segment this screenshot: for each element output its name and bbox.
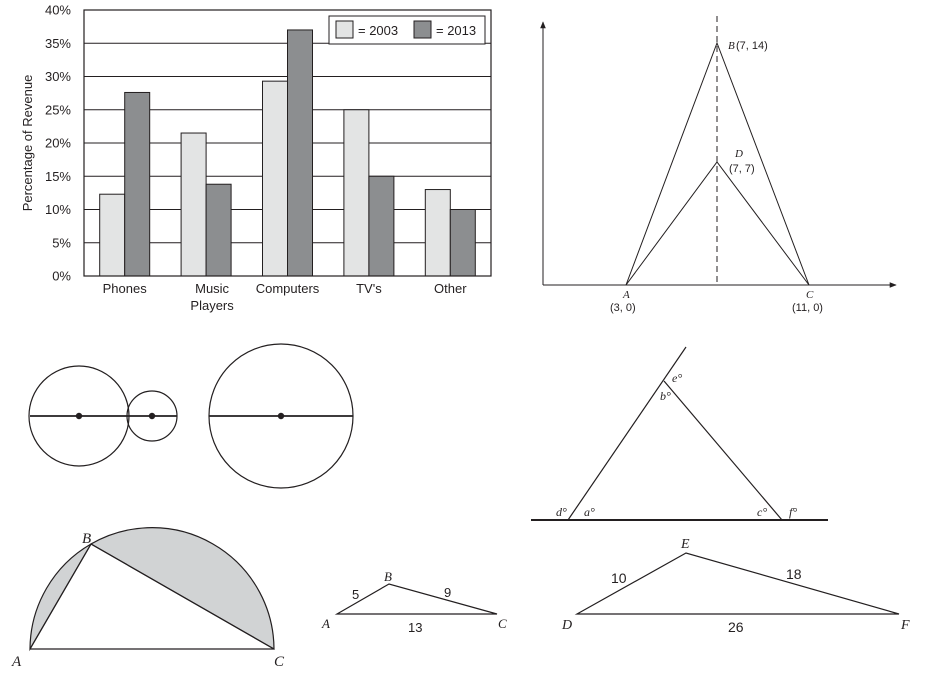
side-DF-length: 26 — [728, 619, 744, 635]
chart-legend: = 2003 = 2013 — [328, 15, 486, 45]
center-dot-large — [277, 412, 285, 420]
y-axis-label: Percentage of Revenue — [20, 75, 35, 212]
point-D-coords: (7, 7) — [729, 163, 755, 175]
angle-b-label: b° — [660, 389, 671, 403]
y-tick-labels: 0% 5% 10% 15% 20% 25% 30% 35% 40% — [45, 3, 71, 284]
point-D-label: D — [734, 148, 743, 160]
y-tick-label: 30% — [45, 69, 71, 84]
y-tick-label: 35% — [45, 36, 71, 51]
bar-2003-3 — [343, 109, 370, 277]
chart-bars — [99, 29, 476, 277]
triangle-DEF-large: E D F 10 18 26 — [561, 537, 910, 635]
point-C-label: C — [806, 289, 814, 301]
center-dot-medium — [75, 412, 83, 420]
y-tick-label: 40% — [45, 3, 71, 18]
bar-2013-3 — [368, 175, 395, 277]
coordinate-diagram: B (7, 14) D (7, 7) A (3, 0) C (11, 0) — [540, 16, 897, 314]
vertex-D-label: D — [561, 618, 572, 633]
bar-2003-4 — [424, 189, 451, 277]
y-tick-label: 0% — [52, 269, 71, 284]
side-EF-length: 18 — [786, 566, 802, 582]
y-tick-label: 15% — [45, 169, 71, 184]
side-BC-length: 9 — [444, 585, 451, 600]
x-tick-label: Computers — [256, 281, 320, 296]
legend-swatch-2003 — [335, 20, 354, 39]
chord-BC — [90, 543, 275, 650]
vertex-C-label: C — [498, 616, 507, 631]
bar-chart: 0% 5% 10% 15% 20% 25% 30% 35% 40% Phones Music Pla… — [20, 3, 492, 313]
x-tick-label: Music — [195, 281, 229, 296]
triangle-ABC-small: B A C 5 9 13 — [321, 569, 507, 635]
legend-label-2013: = 2013 — [436, 23, 476, 38]
x-tick-label: Other — [434, 281, 467, 296]
triangle-outline — [574, 552, 900, 615]
chart-plot-frame — [83, 9, 492, 277]
side-AB-length: 5 — [352, 587, 359, 602]
circles-diagram — [28, 343, 354, 489]
y-tick-label: 10% — [45, 202, 71, 217]
shaded-segment-BC — [89, 527, 275, 651]
left-transversal — [567, 346, 687, 521]
x-tick-label: Phones — [103, 281, 148, 296]
legend-label-2003: = 2003 — [358, 23, 398, 38]
point-C-coords: (11, 0) — [792, 302, 823, 314]
semicircle-diagram: B A C — [11, 527, 285, 670]
point-A-label: A — [11, 654, 22, 670]
x-tick-label-line2: Players — [190, 298, 234, 313]
bar-2013-4 — [449, 209, 476, 277]
bar-2013-1 — [205, 183, 232, 277]
center-dot-small — [148, 412, 156, 420]
point-A-coords: (3, 0) — [610, 302, 636, 314]
point-A-label: A — [622, 289, 630, 301]
x-tick-label: TV's — [356, 281, 382, 296]
bar-2003-0 — [99, 193, 126, 277]
point-B-coords: (7, 14) — [736, 40, 768, 52]
y-tick-label: 25% — [45, 102, 71, 117]
triangle-ADC — [625, 161, 810, 286]
vertex-F-label: F — [900, 618, 910, 633]
right-side-line — [663, 380, 783, 521]
y-tick-label: 5% — [52, 235, 71, 250]
side-AC-length: 13 — [408, 620, 422, 635]
bar-2003-1 — [180, 132, 207, 277]
angle-f-label: f° — [789, 505, 797, 519]
angle-e-label: e° — [672, 371, 682, 385]
vertex-A-label: A — [321, 616, 330, 631]
bar-2013-2 — [287, 29, 313, 277]
point-C-label: C — [274, 654, 285, 670]
angle-diagram: e° b° d° a° c° f° — [531, 346, 828, 521]
triangle-ABC — [625, 41, 810, 286]
chord-AB — [29, 543, 92, 650]
legend-swatch-2013 — [413, 20, 432, 39]
x-tick-labels: Phones Music Players Computers TV's Other — [103, 281, 468, 313]
side-DE-length: 10 — [611, 570, 627, 586]
point-B-label: B — [728, 40, 735, 52]
bar-2003-2 — [262, 80, 288, 277]
point-B-label: B — [82, 531, 91, 547]
y-tick-label: 20% — [45, 136, 71, 151]
bar-2013-0 — [124, 91, 151, 277]
angle-c-label: c° — [757, 505, 767, 519]
angle-d-label: d° — [556, 505, 567, 519]
legend-box — [328, 15, 486, 45]
triangle-outline — [334, 583, 498, 615]
angle-a-label: a° — [584, 505, 595, 519]
vertex-B-label: B — [384, 569, 392, 584]
vertex-E-label: E — [680, 537, 690, 552]
